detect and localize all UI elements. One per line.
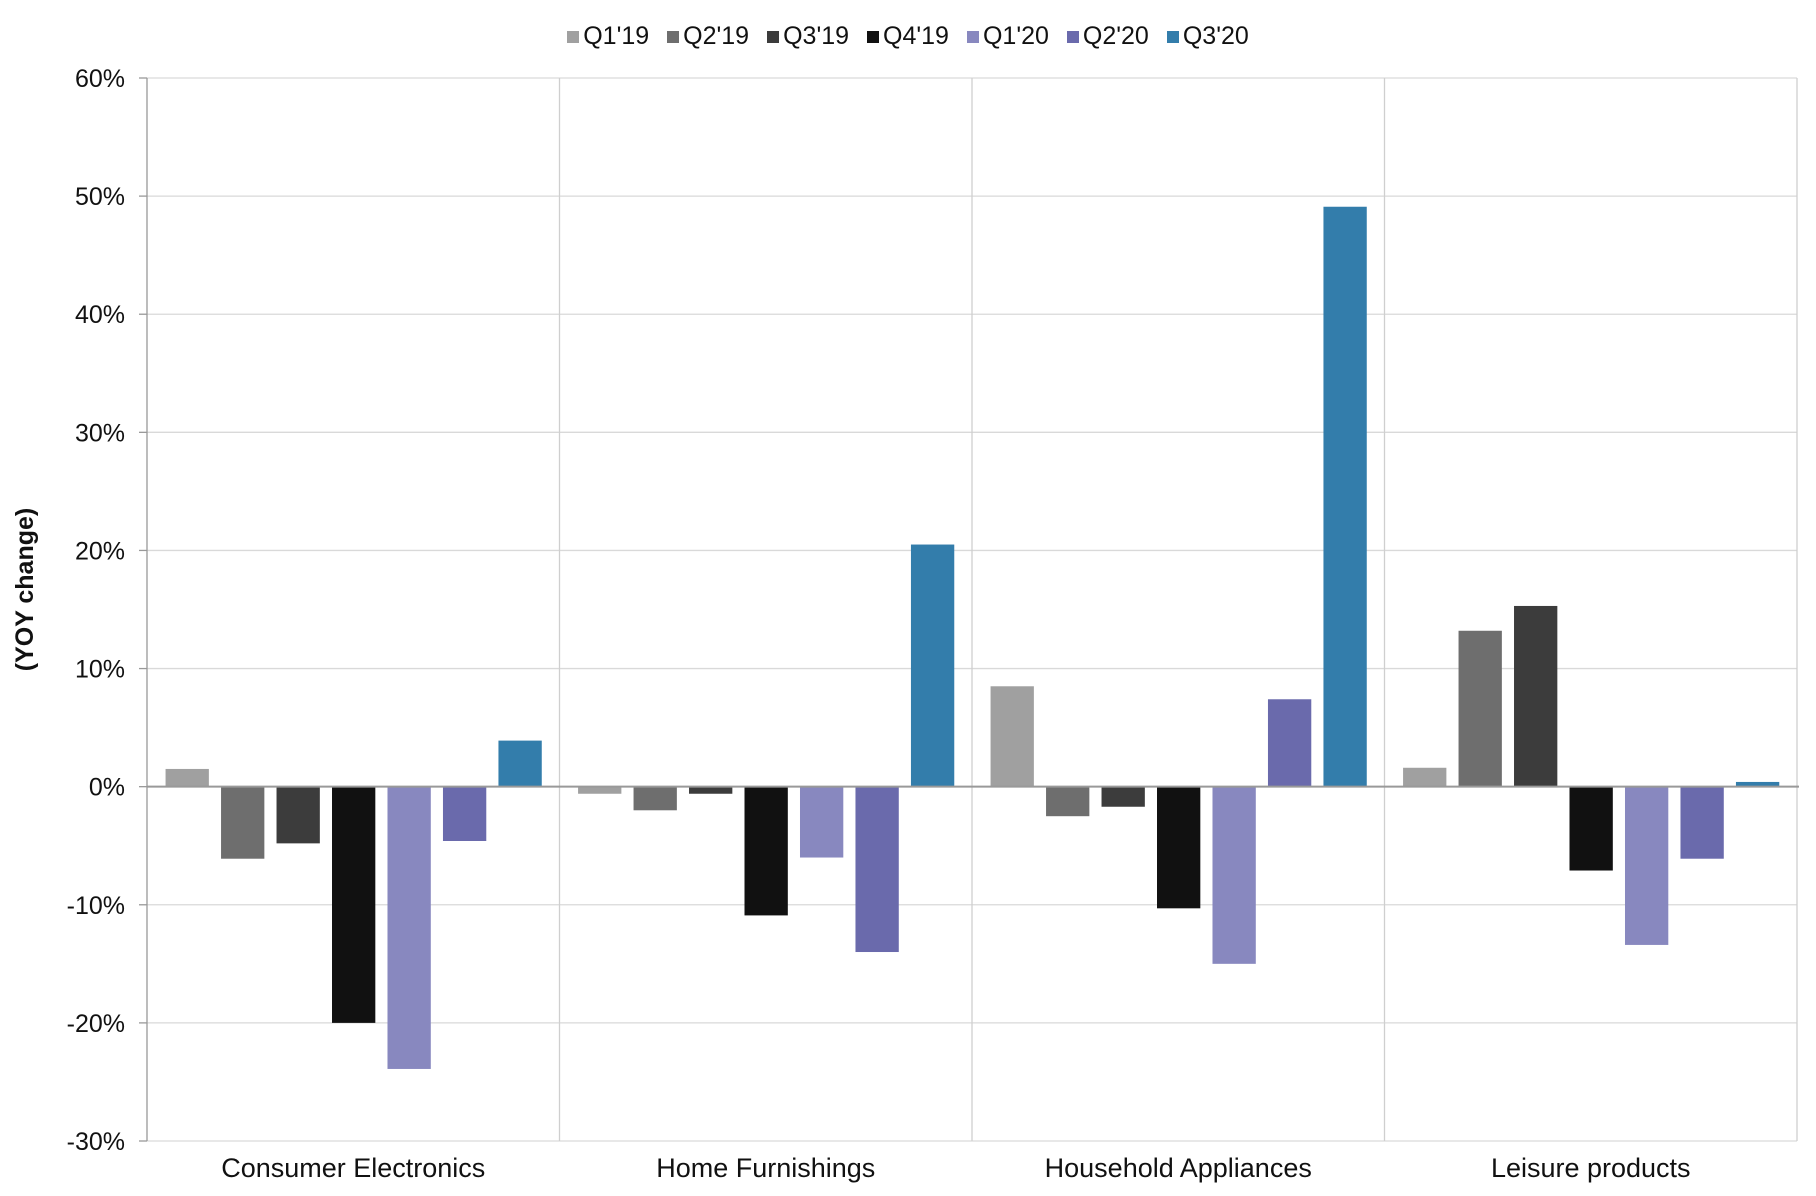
bar [855,786,899,953]
bar [221,786,265,859]
category-group [990,206,1367,964]
y-tick-label: 10% [75,656,125,684]
bar [165,768,209,787]
bar [1735,781,1780,787]
y-tick-label: 50% [75,183,125,211]
bar [1267,699,1312,787]
legend-label: Q2'19 [683,22,750,50]
legend-item: Q3'20 [1166,22,1249,51]
category-group [578,544,955,953]
category-group [165,740,542,1069]
x-category-label: Home Furnishings [656,1153,875,1183]
bar [1323,206,1367,787]
bar [910,544,955,787]
bar [689,786,733,794]
bar [498,740,542,787]
legend-label: Q3'19 [783,22,850,50]
legend-swatch [567,30,580,43]
x-category-label: Leisure products [1491,1153,1691,1183]
y-axis-label: (YOY change) [11,508,39,671]
legend-item: Q4'19 [867,22,949,51]
bar [633,786,677,811]
bar [1624,786,1669,945]
y-tick-label: 60% [75,65,125,93]
y-tick-label: -20% [67,1010,125,1038]
legend-item: Q3'19 [767,22,849,51]
legend-swatch [667,30,680,43]
category-group [1403,605,1780,945]
bar [1680,786,1724,859]
bar [1046,786,1090,817]
bar [1458,630,1502,787]
y-tick-label: 20% [75,537,125,565]
legend-label: Q1'20 [982,22,1049,50]
legend-swatch [867,30,880,43]
legend-item: Q1'19 [567,22,649,51]
bar [1101,786,1145,807]
bar [1157,786,1201,909]
legend-label: Q1'19 [583,22,650,50]
bar [1569,786,1613,871]
bar [744,786,788,916]
y-tick-label: -30% [67,1128,125,1156]
y-tick-label: 40% [75,301,125,329]
legend-label: Q3'20 [1182,22,1249,50]
bar [276,786,320,844]
legend-swatch [1166,30,1179,43]
x-category-label: Household Appliances [1045,1153,1312,1183]
bar [990,686,1034,787]
legend-label: Q4'19 [883,22,949,50]
legend-swatch [1066,30,1079,43]
bar [332,786,376,1023]
legend-swatch [966,30,979,43]
x-category-label: Consumer Electronics [221,1153,485,1183]
y-tick-label: 0% [89,774,125,802]
bar [1403,767,1447,787]
bar [1212,786,1256,964]
legend-item: Q2'20 [1066,22,1149,51]
legend-item: Q1'20 [966,22,1049,51]
bar [442,786,487,841]
legend-label: Q2'20 [1082,22,1149,50]
bar [387,786,431,1069]
y-tick-label: -10% [67,892,125,920]
bar [1514,605,1558,787]
legend-swatch [767,30,780,43]
bar [799,786,844,858]
y-tick-label: 30% [75,419,125,447]
legend: Q1'19 Q2'19 Q3'19 Q4'19 Q1'20 Q2'20 Q3'20 [0,22,1816,51]
bar [578,786,622,794]
legend-item: Q2'19 [667,22,749,51]
